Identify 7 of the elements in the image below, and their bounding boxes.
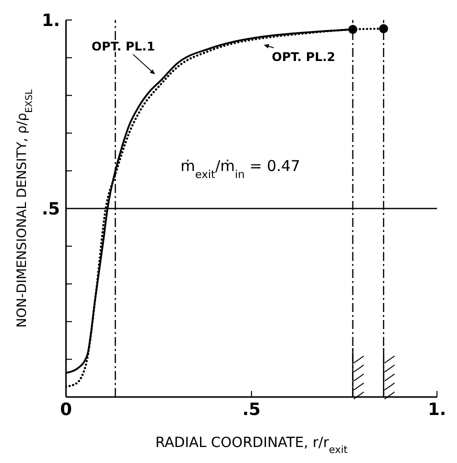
series-label: OPT. PL.1 — [92, 39, 155, 54]
legend-label: OPT. PL.2 — [272, 50, 336, 64]
x-axis-title: RADIAL COORDINATE, r/r$_{exit}$ — [155, 435, 348, 456]
x-tick-label: 1. — [428, 400, 446, 420]
x-tick-label: .5 — [242, 400, 261, 420]
annotation: ṁ$_{exit}$/ṁ$_{in}$ = 0.47 — [180, 156, 300, 180]
x-tick-label: 0 — [60, 400, 72, 420]
